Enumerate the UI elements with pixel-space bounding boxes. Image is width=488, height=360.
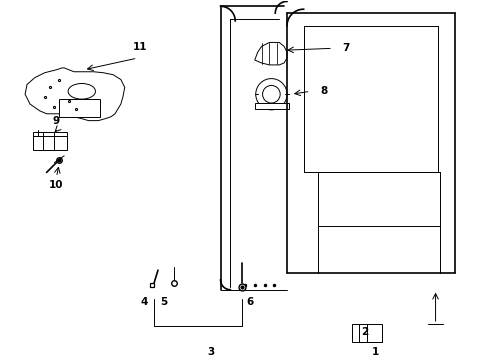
FancyBboxPatch shape [59,99,100,117]
Text: 11: 11 [133,42,147,52]
FancyBboxPatch shape [352,324,381,342]
Text: 6: 6 [246,297,253,307]
Text: 4: 4 [141,297,148,307]
Text: 5: 5 [160,297,167,307]
Ellipse shape [262,85,280,103]
Ellipse shape [68,84,95,99]
Text: 1: 1 [370,347,378,357]
Text: 3: 3 [207,347,214,357]
Polygon shape [254,42,286,65]
Text: 10: 10 [49,180,63,190]
FancyBboxPatch shape [33,132,67,150]
Text: 7: 7 [342,43,349,53]
Polygon shape [254,103,288,109]
Text: 9: 9 [53,117,60,126]
Ellipse shape [255,78,286,110]
Polygon shape [25,68,124,121]
Text: 2: 2 [361,327,368,337]
Text: 8: 8 [320,86,327,96]
